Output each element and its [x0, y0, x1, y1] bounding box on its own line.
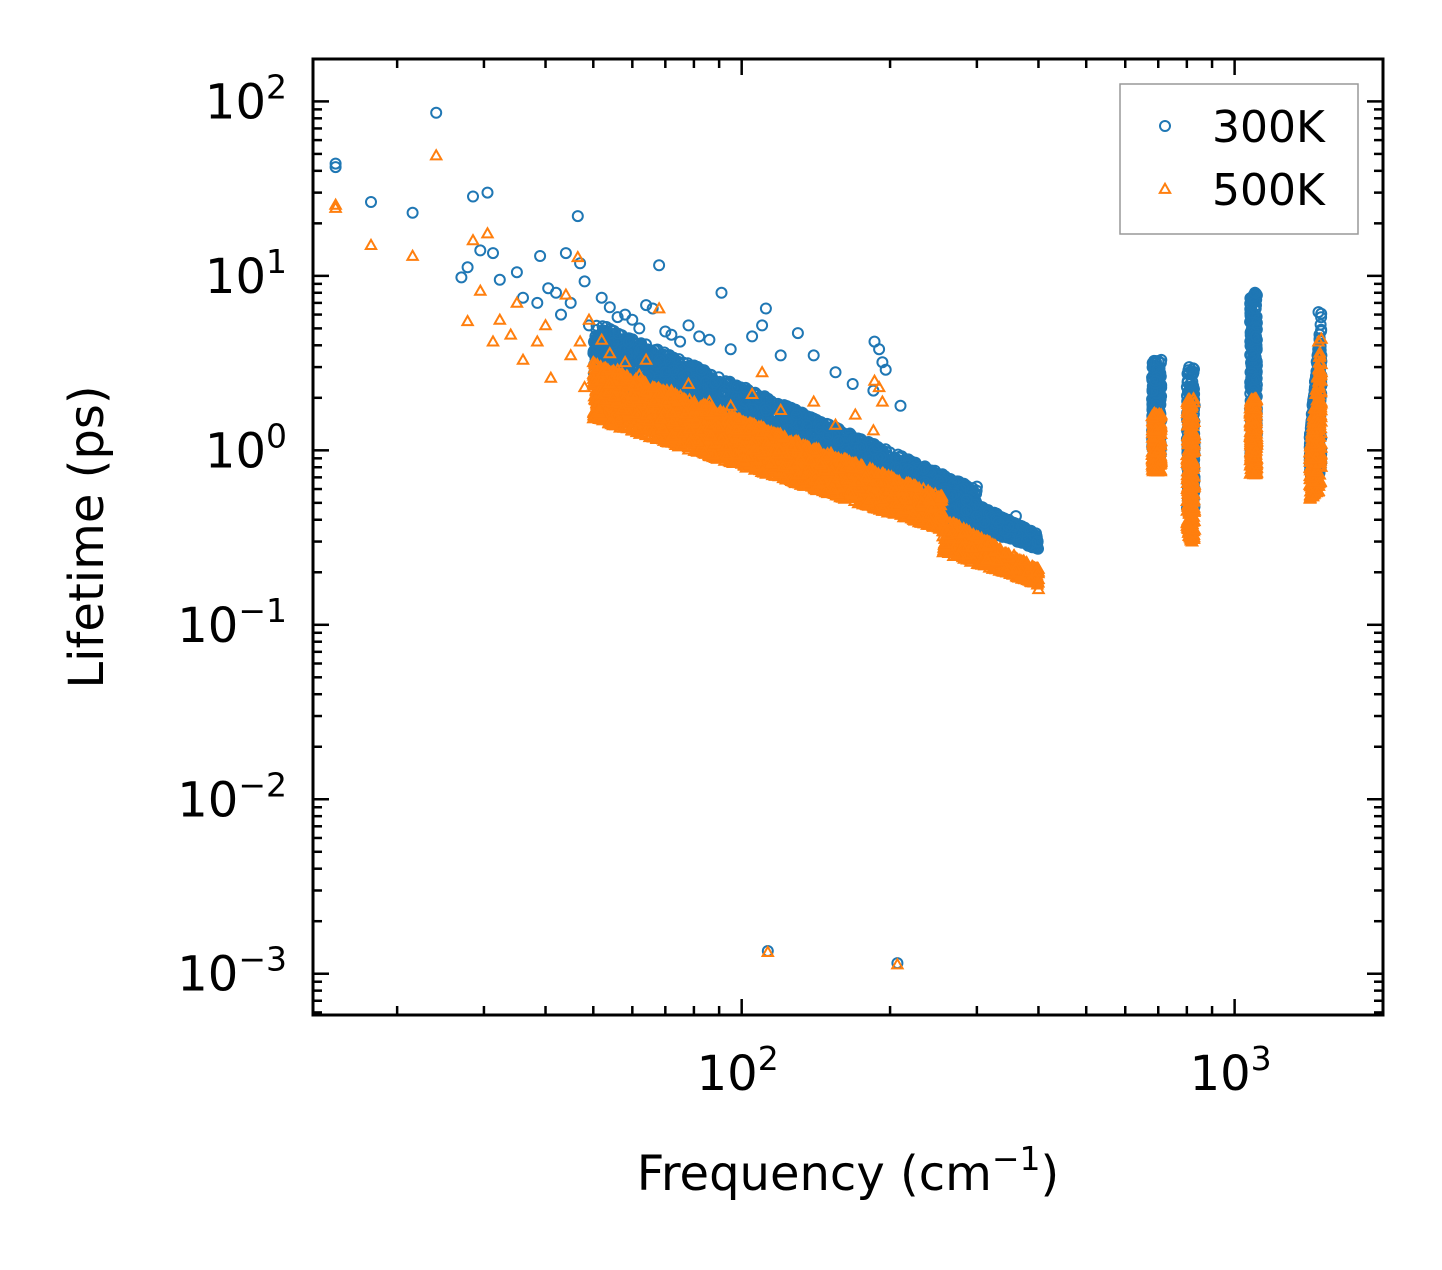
series-500K [328, 148, 1329, 970]
data-point [756, 319, 769, 332]
data-point [365, 196, 377, 208]
data-point [715, 286, 728, 299]
data-point [474, 244, 487, 257]
data-point [461, 261, 474, 274]
data-point [487, 247, 499, 260]
data-point [550, 286, 562, 299]
series-300K [329, 106, 1328, 970]
data-point [846, 378, 859, 390]
data-point [481, 186, 494, 199]
data-point [455, 271, 468, 284]
data-point [603, 301, 616, 314]
data-point [534, 250, 547, 262]
data-point [774, 349, 787, 362]
data-point [682, 319, 695, 332]
data-point [493, 273, 506, 286]
data-point [626, 313, 639, 326]
data-point [746, 330, 759, 343]
series-500k-band-0 [586, 356, 949, 534]
data-point [559, 247, 572, 260]
data-point [430, 106, 443, 119]
data-point [406, 206, 419, 219]
data-point [467, 190, 479, 203]
data-point [555, 308, 567, 321]
data-point [653, 259, 666, 272]
plot-area [328, 106, 1329, 970]
data-point [807, 349, 820, 362]
data-point [674, 335, 687, 348]
data-point [703, 333, 716, 346]
data-point [829, 366, 842, 379]
data-point [791, 327, 804, 340]
data-point [531, 296, 544, 309]
data-point [873, 343, 886, 356]
data-point [724, 343, 737, 356]
data-point [759, 302, 772, 315]
data-point [574, 257, 587, 270]
data-point [693, 330, 706, 343]
data-point [510, 266, 523, 279]
data-point [571, 210, 584, 223]
data-point [894, 399, 907, 412]
data-point [595, 291, 608, 304]
data-point [578, 275, 591, 288]
data-point [633, 322, 646, 335]
